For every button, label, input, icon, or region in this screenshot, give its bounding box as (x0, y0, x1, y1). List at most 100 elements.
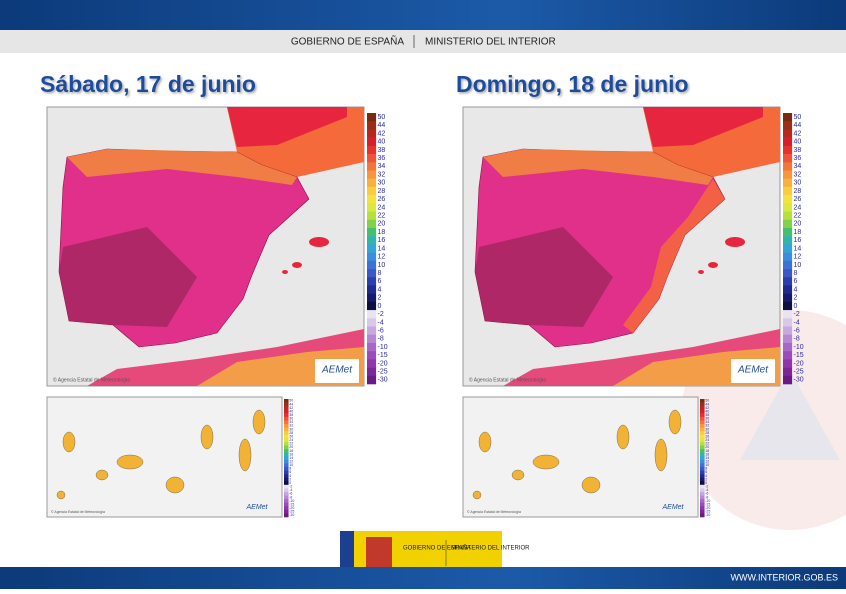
footer-url: WWW.INTERIOR.GOB.ES (731, 572, 839, 582)
scale-swatch (367, 121, 377, 130)
scale-label: 28 (289, 431, 293, 435)
scale-label: 32 (794, 171, 802, 178)
scale-label: 22 (705, 442, 709, 446)
scale-swatch (700, 449, 705, 453)
scale-swatch (284, 413, 289, 418)
scale-swatch (783, 154, 793, 163)
island (478, 431, 492, 453)
scale-swatch (700, 488, 705, 493)
scale-label: 18 (794, 229, 802, 236)
scale-swatch (700, 445, 705, 450)
scale-label: 4 (705, 474, 707, 478)
east-coast (623, 179, 725, 333)
scale-label: -25 (794, 369, 804, 376)
scale-label: -2 (794, 311, 800, 318)
scale-swatch (284, 502, 289, 507)
scale-label: 16 (289, 452, 293, 456)
scale-label: -4 (794, 319, 800, 326)
scale-label: 6 (378, 278, 382, 285)
balearic (708, 262, 718, 268)
scale-swatch (367, 269, 377, 278)
scale-label: 42 (289, 406, 293, 410)
scale-label: 4 (289, 474, 291, 478)
scale-swatch (783, 219, 793, 229)
scale-swatch (367, 277, 377, 286)
main-map: © Agencia Estatal de Meteorología AEMet 50… (46, 106, 388, 387)
scale-label: 34 (378, 163, 386, 170)
scale-label: 10 (289, 463, 293, 467)
scale-swatch (783, 211, 793, 221)
logo-left: GOBIERNO DE ESPAÑA (403, 545, 471, 552)
scale-swatch (783, 162, 793, 171)
island (200, 424, 214, 450)
scale-swatch (783, 244, 793, 253)
scale-swatch (284, 456, 289, 461)
scale-swatch (367, 113, 377, 122)
scale-swatch (367, 219, 377, 229)
scale-swatch (700, 402, 705, 407)
scale-swatch (700, 499, 705, 503)
scale-label: -10 (705, 499, 710, 503)
scale-label: -4 (378, 319, 384, 326)
scale-swatch (284, 441, 289, 446)
scale-swatch (367, 203, 377, 212)
watermark-triangle (740, 370, 840, 460)
scale-swatch (284, 484, 289, 489)
scale-swatch (700, 456, 705, 461)
scale-swatch (367, 359, 377, 368)
scale-swatch (367, 334, 377, 344)
scale-label: 2 (378, 295, 382, 302)
scale-swatch (700, 434, 705, 439)
scale-swatch (367, 318, 377, 327)
scale-swatch (284, 495, 289, 500)
scale-label: -20 (289, 506, 294, 510)
scale-label: 38 (378, 147, 386, 154)
scale-label: 14 (794, 245, 802, 252)
scale-swatch (783, 351, 793, 360)
scale-swatch (783, 342, 793, 352)
scale-label: -25 (378, 369, 388, 376)
header-right: MINISTERIO DEL INTERIOR (425, 37, 556, 48)
scale-label: -8 (794, 336, 800, 343)
scale-label: 2 (289, 477, 291, 481)
scale-swatch (367, 244, 377, 253)
scale-swatch (783, 178, 793, 188)
scale-swatch (367, 170, 377, 179)
island (95, 469, 109, 481)
scale-swatch (367, 301, 377, 311)
scale-label: -20 (705, 506, 710, 510)
scale-label: 20 (794, 221, 802, 228)
scale-swatch (783, 227, 793, 237)
scale-label: 14 (705, 456, 709, 460)
scale-swatch (367, 293, 377, 303)
island (165, 476, 185, 494)
scale-label: -4 (289, 488, 292, 492)
scale-label: 22 (378, 212, 386, 219)
aemet-box (731, 359, 775, 383)
scale-swatch (783, 367, 793, 377)
scale-swatch (284, 481, 289, 486)
scale-label: 24 (794, 204, 802, 211)
scale-swatch (284, 470, 289, 475)
scale-swatch (284, 452, 289, 457)
scale-swatch (284, 459, 289, 464)
scale-label: -30 (705, 513, 710, 517)
scale-label: 24 (378, 204, 386, 211)
scale-label: 50 (289, 399, 293, 403)
scale-swatch (783, 269, 793, 278)
header-left: GOBIERNO DE ESPAÑA (291, 35, 405, 48)
scale-label: 38 (794, 147, 802, 154)
scale-label: 22 (289, 442, 293, 446)
scale-swatch (700, 416, 705, 421)
aemet-logo: AEMet (245, 504, 268, 511)
scale-label: 0 (705, 481, 707, 485)
scale-swatch (700, 502, 705, 507)
scale-swatch (783, 186, 793, 196)
north-coast (67, 149, 297, 185)
scale-swatch (284, 506, 289, 511)
scale-swatch (367, 211, 377, 221)
scale-swatch (367, 178, 377, 188)
scale-label: -30 (794, 377, 804, 384)
scale-swatch (783, 318, 793, 327)
